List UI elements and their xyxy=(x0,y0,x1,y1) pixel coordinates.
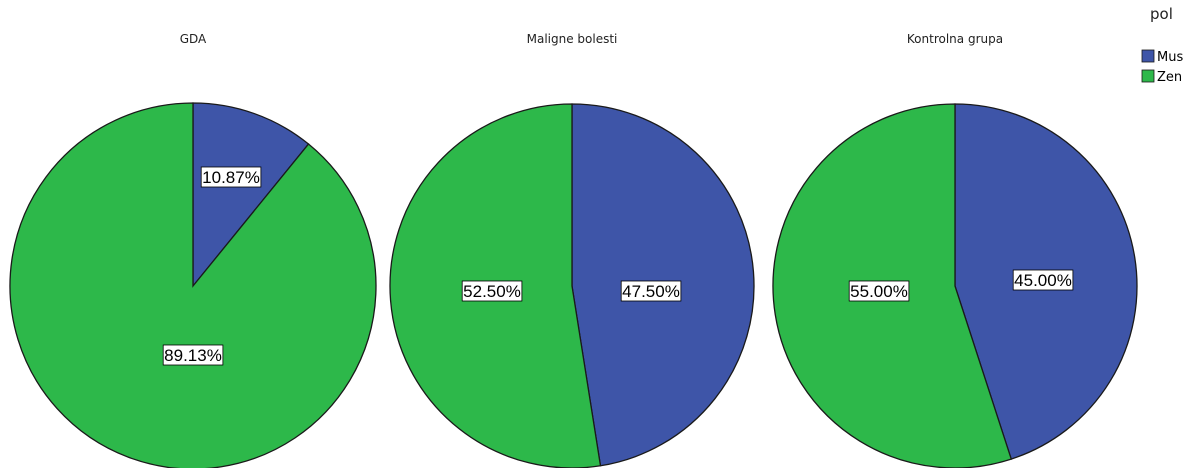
pie-charts-group: GDA 10.87% 89.13% Maligne bolesti 47.50% 52.5… xyxy=(9,32,1138,468)
pie-maligne-bolesti: Maligne bolesti 47.50% 52.50% xyxy=(389,32,755,468)
pie-slice-zen xyxy=(9,102,377,468)
pie-data-label-text: 89.13% xyxy=(164,346,222,365)
pie-title: GDA xyxy=(180,32,207,46)
legend-swatch-mus xyxy=(1141,49,1155,63)
pie-data-label: 47.50% xyxy=(620,280,682,302)
pie-data-label: 10.87% xyxy=(200,166,262,188)
pie-data-label: 89.13% xyxy=(162,344,224,366)
pie-title: Maligne bolesti xyxy=(527,32,618,46)
pie-data-label-box xyxy=(620,280,682,302)
pie-data-label-text: 52.50% xyxy=(463,282,521,301)
pie-title: Kontrolna grupa xyxy=(907,32,1003,46)
pie-data-label-text: 10.87% xyxy=(202,168,260,187)
pie-data-label: 52.50% xyxy=(461,280,523,302)
legend-swatch-zen xyxy=(1141,69,1155,83)
pie-gda: GDA 10.87% 89.13% xyxy=(9,32,377,468)
pie-slice-mus xyxy=(192,102,310,288)
pie-kontrolna-grupa: Kontrolna grupa 45.00% 55.00% xyxy=(772,32,1138,468)
legend-label-mus: Mus xyxy=(1157,50,1183,65)
pie-data-label-text: 45.00% xyxy=(1014,271,1072,290)
legend: pol Mus Zen xyxy=(1141,5,1183,85)
legend-title: pol xyxy=(1150,5,1173,23)
legend-label-zen: Zen xyxy=(1157,70,1182,85)
pie-data-label-box xyxy=(848,280,910,302)
pie-data-label-box xyxy=(1012,269,1074,291)
pie-data-label-box xyxy=(162,344,224,366)
pie-data-label-box xyxy=(461,280,523,302)
pie-data-label: 45.00% xyxy=(1012,269,1074,291)
pie-data-label-text: 55.00% xyxy=(850,282,908,301)
pie-data-label-text: 47.50% xyxy=(622,282,680,301)
pie-data-label: 55.00% xyxy=(848,280,910,302)
pie-data-label-box xyxy=(200,166,262,188)
